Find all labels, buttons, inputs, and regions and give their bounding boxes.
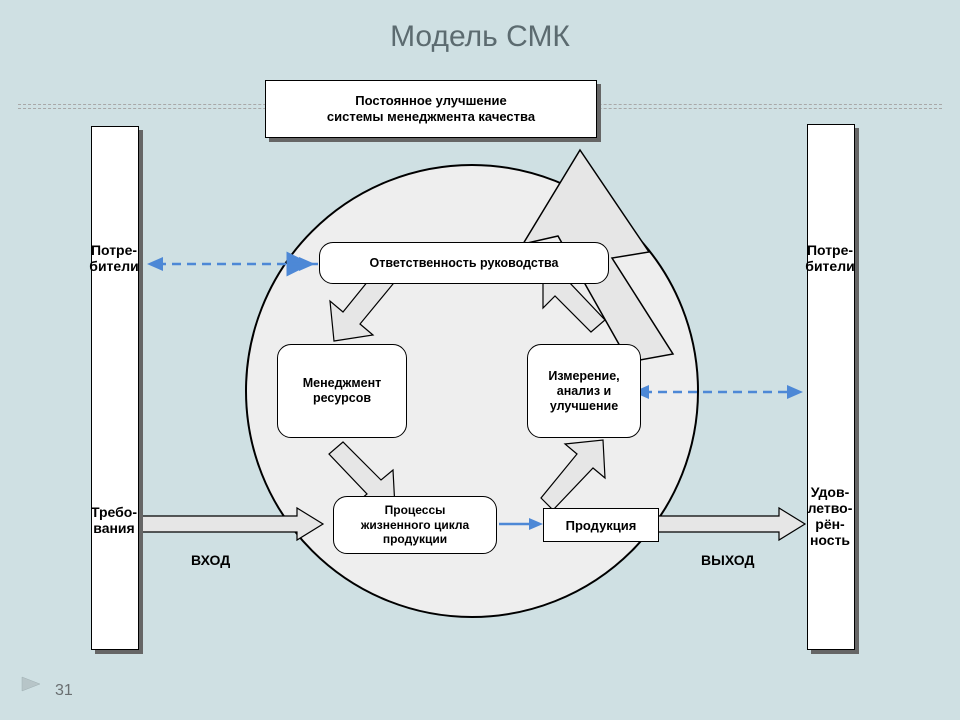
- qms-diagram: Постоянное улучшение системы менеджмента…: [87, 74, 857, 678]
- right-consumers: Потре- бители: [795, 242, 865, 274]
- node-lifecycle: Процессы жизненного цикла продукции: [333, 496, 497, 554]
- left-bar: [91, 126, 139, 650]
- node-responsibility: Ответственность руководства: [319, 242, 609, 284]
- left-requirements: Требо- вания: [81, 504, 147, 536]
- page-number: 31: [55, 682, 73, 700]
- label-output: ВЫХОД: [701, 552, 754, 568]
- right-satisfaction: Удов- летво- рён- ность: [795, 484, 865, 548]
- top-improvement-box: Постоянное улучшение системы менеджмента…: [265, 80, 597, 138]
- node-product: Продукция: [543, 508, 659, 542]
- right-bar: [807, 124, 855, 650]
- page-nav-arrow: [20, 675, 48, 698]
- node-resource-mgmt: Менеджмент ресурсов: [277, 344, 407, 438]
- top-box-line1: Постоянное улучшение: [355, 93, 506, 109]
- page-title: Модель СМК: [0, 20, 960, 54]
- top-box-line2: системы менеджмента качества: [327, 109, 535, 125]
- label-input: ВХОД: [191, 552, 230, 568]
- node-measurement: Измерение, анализ и улучшение: [527, 344, 641, 438]
- left-consumers: Потре- бители: [81, 242, 147, 274]
